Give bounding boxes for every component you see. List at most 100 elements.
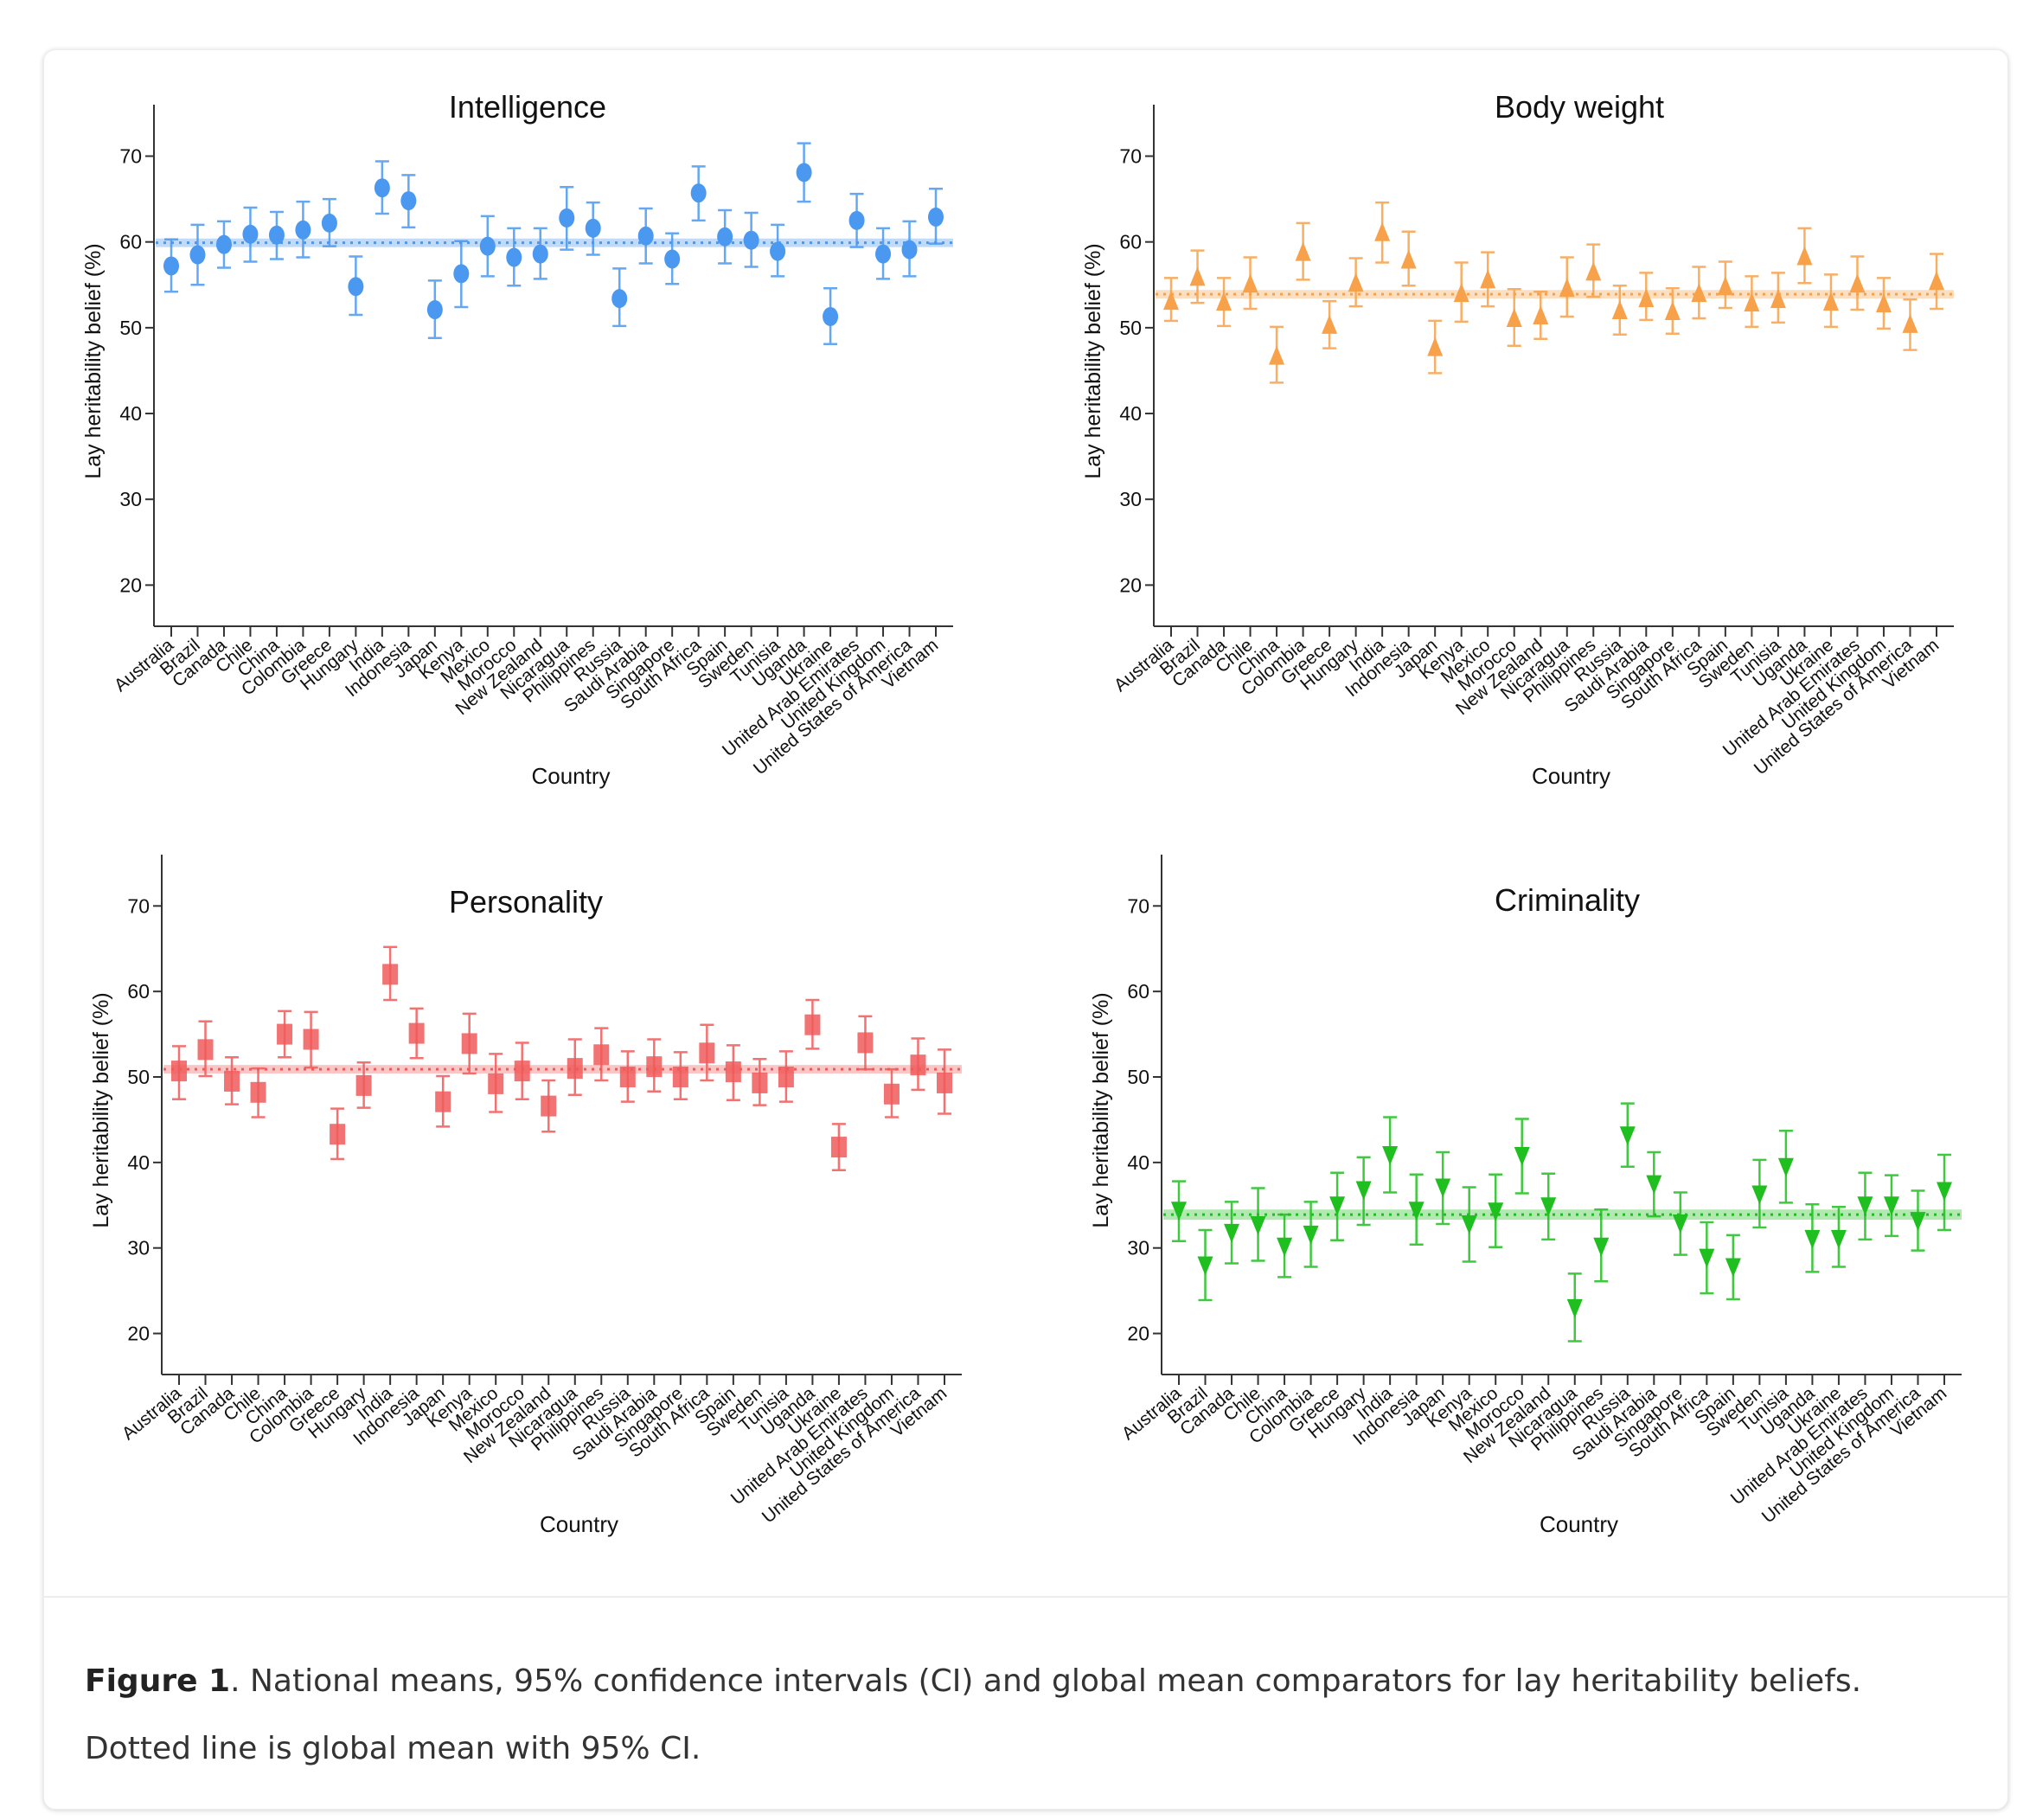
x-axis-label: Country: [540, 1511, 618, 1537]
data-point: [1593, 1237, 1610, 1257]
data-point: [1646, 1175, 1662, 1195]
data-point: [672, 1067, 688, 1088]
data-point: [426, 300, 443, 320]
data-point: [1197, 1256, 1213, 1276]
data-point: [875, 244, 892, 264]
data-point: [268, 225, 285, 245]
data-point: [1355, 1181, 1372, 1201]
data-point: [488, 1073, 504, 1094]
data-point: [435, 1091, 451, 1112]
data-point: [1277, 1237, 1293, 1257]
data-point: [1664, 301, 1681, 321]
data-point: [1242, 273, 1258, 293]
y-tick-label: 50: [1119, 317, 1142, 339]
y-tick-label: 30: [119, 488, 142, 510]
y-axis-label: Lay heritability belief (%): [1089, 992, 1113, 1227]
data-point: [1699, 1248, 1715, 1268]
data-point: [1540, 1197, 1557, 1217]
data-point: [619, 1067, 636, 1088]
data-point: [725, 1061, 741, 1083]
x-axis-label: Country: [1540, 1511, 1618, 1537]
data-point: [1691, 283, 1707, 303]
data-point: [848, 210, 865, 230]
data-point: [514, 1061, 530, 1082]
caption-divider: [43, 1596, 2008, 1598]
y-tick-label: 30: [127, 1237, 150, 1259]
data-point: [330, 1124, 346, 1145]
data-point: [163, 256, 179, 276]
data-point: [559, 208, 575, 228]
data-point: [1910, 1212, 1926, 1232]
data-point: [1269, 345, 1285, 365]
data-point: [823, 306, 839, 326]
data-point: [171, 1061, 187, 1082]
data-point: [796, 163, 812, 183]
data-point: [717, 227, 733, 247]
data-point: [910, 1054, 926, 1076]
data-point: [1849, 273, 1866, 293]
data-point: [857, 1032, 874, 1054]
data-point: [743, 230, 759, 250]
data-point: [1638, 288, 1655, 308]
data-point: [250, 1081, 266, 1103]
data-point: [1902, 313, 1918, 333]
data-point: [1514, 1146, 1530, 1166]
data-point: [1329, 1196, 1346, 1216]
y-tick-label: 20: [119, 574, 142, 596]
y-tick-label: 50: [1127, 1066, 1149, 1088]
data-point: [585, 218, 601, 238]
data-point: [1427, 336, 1444, 356]
data-point: [646, 1056, 663, 1078]
chart-title: Personality: [449, 884, 603, 920]
data-point: [453, 264, 470, 284]
data-point: [593, 1044, 610, 1066]
y-tick-label: 60: [119, 231, 142, 253]
chart-panel-body-weight: Body weight 20 30 40 50 60 70 Lay heritability …: [1081, 89, 1954, 789]
data-point: [1461, 1215, 1477, 1235]
data-point: [1611, 300, 1628, 320]
y-tick-label: 60: [127, 980, 150, 1003]
data-point: [479, 236, 496, 256]
data-point: [321, 213, 337, 233]
data-point: [937, 1072, 952, 1093]
data-point: [1435, 1178, 1451, 1198]
data-point: [1559, 278, 1575, 298]
chart-panel-criminality: Criminality 20 30 40 50 60 70 Lay heritability …: [1089, 855, 1962, 1537]
data-point: [1189, 266, 1206, 286]
data-point: [1830, 1229, 1847, 1249]
data-point: [752, 1072, 768, 1093]
chart-panel-intelligence: Intelligence 20 30 40 50 60 70 Lay heritability…: [81, 89, 953, 789]
x-axis-label: Country: [531, 763, 610, 789]
data-point: [804, 1014, 821, 1035]
y-tick-label: 70: [127, 894, 150, 917]
chart-title: Intelligence: [449, 89, 606, 125]
data-point: [901, 240, 918, 260]
data-point: [382, 964, 399, 985]
y-tick-label: 70: [1119, 145, 1142, 168]
y-tick-label: 20: [1127, 1323, 1149, 1345]
caption-line-1: Figure 1. National means, 95% confidence…: [85, 1648, 1970, 1715]
data-point: [1453, 283, 1469, 303]
data-point: [664, 249, 681, 269]
data-point: [1224, 1223, 1240, 1243]
data-point: [699, 1042, 715, 1064]
data-point: [778, 1067, 794, 1088]
y-tick-label: 60: [1119, 231, 1142, 253]
data-point: [1875, 293, 1892, 313]
y-axis-label: Lay heritability belief (%): [1081, 243, 1105, 478]
data-point: [1506, 307, 1522, 327]
data-point: [461, 1033, 477, 1054]
figure-charts: Intelligence 20 30 40 50 60 70 Lay heritability…: [81, 89, 1962, 1537]
figure-caption: Figure 1. National means, 95% confidence…: [85, 1648, 1970, 1783]
y-tick-label: 50: [119, 317, 142, 339]
data-point: [1533, 304, 1549, 324]
data-point: [1777, 1157, 1794, 1177]
x-axis-label: Country: [1532, 763, 1610, 789]
data-point: [690, 183, 707, 203]
data-point: [1480, 269, 1496, 289]
data-point: [1929, 271, 1944, 291]
data-point: [1374, 221, 1391, 241]
y-tick-label: 20: [127, 1323, 150, 1345]
data-point: [189, 245, 206, 265]
y-tick-label: 40: [1119, 402, 1142, 425]
